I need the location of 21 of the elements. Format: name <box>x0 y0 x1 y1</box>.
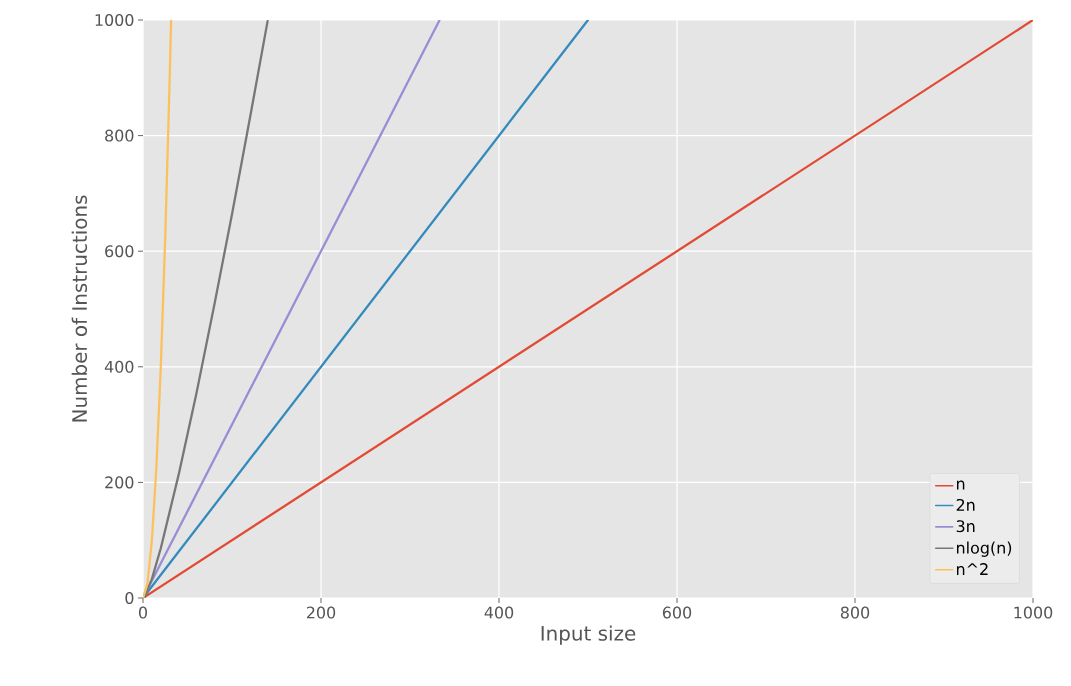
x-tick-label: 600 <box>662 606 692 619</box>
x-tick-label: 1000 <box>1014 606 1053 619</box>
x-tick-label: 200 <box>306 606 336 619</box>
x-tick-label: 0 <box>138 606 148 619</box>
line-series <box>143 20 269 598</box>
legend-label: n <box>957 480 965 490</box>
legend-label: 2n <box>956 498 975 511</box>
y-tick-label: 1000 <box>95 13 134 27</box>
y-axis-title: Number of Instructions <box>71 195 88 422</box>
y-tick-label: 800 <box>105 129 134 142</box>
legend-label: n^2 <box>957 563 988 575</box>
x-tick-label: 400 <box>484 606 514 619</box>
x-axis-title: Input size <box>541 625 636 645</box>
y-tick-label: 0 <box>125 591 134 605</box>
y-tick-label: 200 <box>105 476 134 489</box>
legend-label: 3n <box>956 520 975 533</box>
x-tick-label: 800 <box>840 606 870 619</box>
y-tick-label: 400 <box>104 360 134 373</box>
y-tick-label: 600 <box>105 245 134 258</box>
legend-label: nlog(n) <box>957 541 1012 557</box>
line-series <box>143 19 173 598</box>
